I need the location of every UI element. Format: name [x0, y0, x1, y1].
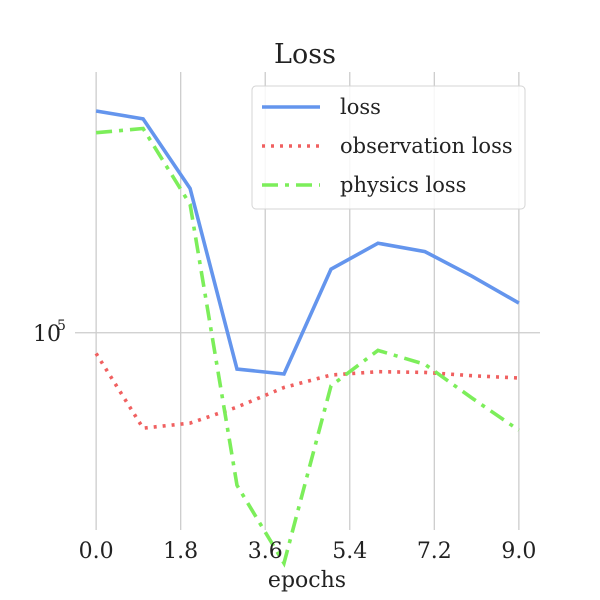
series-line-loss	[95, 109, 520, 376]
series-lines	[94, 109, 520, 568]
series-line-physics-loss	[95, 126, 520, 568]
x-axis-label: epochs	[268, 568, 346, 593]
x-tick-label-3: 5.4	[332, 539, 367, 564]
legend-label-loss: loss	[340, 95, 381, 119]
legend-box	[251, 85, 526, 210]
legend-label-observation-loss: observation loss	[340, 134, 513, 158]
legend: loss observation loss physics loss	[251, 85, 526, 210]
y-tick-exponent: 5	[57, 318, 66, 334]
y-tick-base: 10	[33, 322, 61, 347]
x-tick-label-2: 3.6	[248, 539, 283, 564]
chart-title: Loss	[274, 39, 336, 70]
series-line-observation-loss	[94, 352, 519, 431]
y-tick-label-0: 105	[33, 318, 66, 347]
legend-label-physics-loss: physics loss	[340, 173, 466, 197]
tick-labels: 0.0 1.8 3.6 5.4 7.2 9.0 105	[33, 318, 536, 564]
x-tick-label-1: 1.8	[163, 539, 198, 564]
x-tick-label-5: 9.0	[501, 539, 536, 564]
x-tick-label-4: 7.2	[417, 539, 452, 564]
x-tick-label-0: 0.0	[79, 539, 114, 564]
